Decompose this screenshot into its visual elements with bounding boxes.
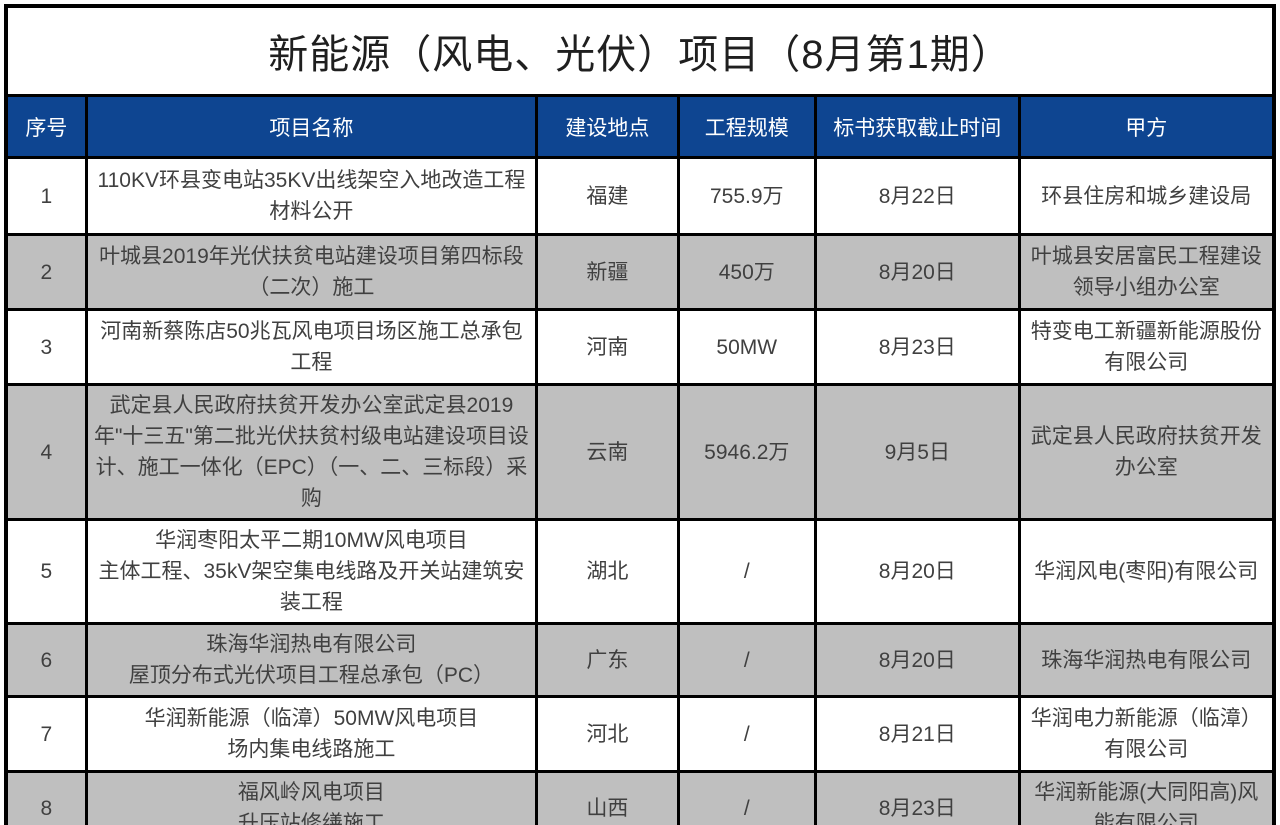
cell-name: 武定县人民政府扶贫开发办公室武定县2019年"十三五"第二批光伏扶贫村级电站建设… [84,383,539,521]
cell-deadline: 9月5日 [813,383,1021,521]
cell-scale: / [676,695,817,773]
table-row: 2 叶城县2019年光伏扶贫电站建设项目第四标段（二次）施工 新疆 450万 8月20日… [4,233,1276,311]
table-row: 1 110KV环县变电站35KV出线架空入地改造工程材料公开 福建 755.9万 8月2… [4,156,1276,236]
cell-scale: 755.9万 [676,156,817,236]
cell-scale: / [676,770,817,825]
header-cell: 序号 [4,94,88,159]
cell-owner: 华润电力新能源（临漳）有限公司 [1017,695,1276,773]
cell-scale: / [676,622,817,698]
cell-deadline: 8月22日 [813,156,1021,236]
cell-no: 2 [4,233,88,311]
header-cell: 工程规模 [676,94,817,159]
cell-location: 山西 [535,770,680,825]
cell-name: 福风岭风电项目 升压站修缮施工 [84,770,539,825]
projects-table: 新能源（风电、光伏）项目（8月第1期） 序号 项目名称 建设地点 工程规模 标书获取截止… [4,4,1276,825]
cell-location: 河南 [535,308,680,386]
cell-name: 河南新蔡陈店50兆瓦风电项目场区施工总承包工程 [84,308,539,386]
page-title: 新能源（风电、光伏）项目（8月第1期） [4,4,1276,97]
cell-location: 云南 [535,383,680,521]
cell-name: 华润枣阳太平二期10MW风电项目 主体工程、35kV架空集电线路及开关站建筑安装… [84,518,539,625]
cell-location: 广东 [535,622,680,698]
table-row: 6 珠海华润热电有限公司 屋顶分布式光伏项目工程总承包（PC） 广东/8月20日 珠海… [4,622,1276,698]
cell-no: 8 [4,770,88,825]
cell-scale: / [676,518,817,625]
cell-scale: 450万 [676,233,817,311]
cell-owner: 华润风电(枣阳)有限公司 [1017,518,1276,625]
cell-no: 6 [4,622,88,698]
cell-owner: 特变电工新疆新能源股份有限公司 [1017,308,1276,386]
cell-location: 湖北 [535,518,680,625]
cell-name: 珠海华润热电有限公司 屋顶分布式光伏项目工程总承包（PC） [84,622,539,698]
cell-no: 5 [4,518,88,625]
cell-no: 3 [4,308,88,386]
cell-deadline: 8月20日 [813,518,1021,625]
cell-name: 110KV环县变电站35KV出线架空入地改造工程材料公开 [84,156,539,236]
cell-deadline: 8月20日 [813,233,1021,311]
cell-name: 华润新能源（临漳）50MW风电项目 场内集电线路施工 [84,695,539,773]
table-row: 5 华润枣阳太平二期10MW风电项目 主体工程、35kV架空集电线路及开关站建筑安… [4,518,1276,625]
table-row: 4 武定县人民政府扶贫开发办公室武定县2019年"十三五"第二批光伏扶贫村级电站建… [4,383,1276,521]
cell-deadline: 8月23日 [813,308,1021,386]
cell-name: 叶城县2019年光伏扶贫电站建设项目第四标段（二次）施工 [84,233,539,311]
cell-owner: 华润新能源(大同阳高)风能有限公司 [1017,770,1276,825]
header-row: 序号 项目名称 建设地点 工程规模 标书获取截止时间 甲方 [4,94,1276,159]
cell-no: 1 [4,156,88,236]
header-cell: 项目名称 [84,94,539,159]
header-cell: 甲方 [1017,94,1276,159]
cell-deadline: 8月20日 [813,622,1021,698]
cell-scale: 5946.2万 [676,383,817,521]
cell-location: 河北 [535,695,680,773]
cell-scale: 50MW [676,308,817,386]
cell-owner: 叶城县安居富民工程建设领导小组办公室 [1017,233,1276,311]
cell-deadline: 8月23日 [813,770,1021,825]
table-row: 8 福风岭风电项目 升压站修缮施工 山西/8月23日 华润新能源(大同阳高)风能有限公… [4,770,1276,825]
table-row: 7 华润新能源（临漳）50MW风电项目 场内集电线路施工 河北/8月21日 华润电力新… [4,695,1276,773]
cell-location: 新疆 [535,233,680,311]
header-cell: 建设地点 [535,94,680,159]
cell-deadline: 8月21日 [813,695,1021,773]
cell-owner: 武定县人民政府扶贫开发办公室 [1017,383,1276,521]
cell-owner: 环县住房和城乡建设局 [1017,156,1276,236]
cell-location: 福建 [535,156,680,236]
header-cell: 标书获取截止时间 [813,94,1021,159]
cell-no: 7 [4,695,88,773]
cell-owner: 珠海华润热电有限公司 [1017,622,1276,698]
cell-no: 4 [4,383,88,521]
table-row: 3 河南新蔡陈店50兆瓦风电项目场区施工总承包工程 河南 50MW 8月23日 特变电工新… [4,308,1276,386]
table-body: 1 110KV环县变电站35KV出线架空入地改造工程材料公开 福建 755.9万 8月2… [4,156,1276,825]
title-row: 新能源（风电、光伏）项目（8月第1期） [4,4,1276,97]
